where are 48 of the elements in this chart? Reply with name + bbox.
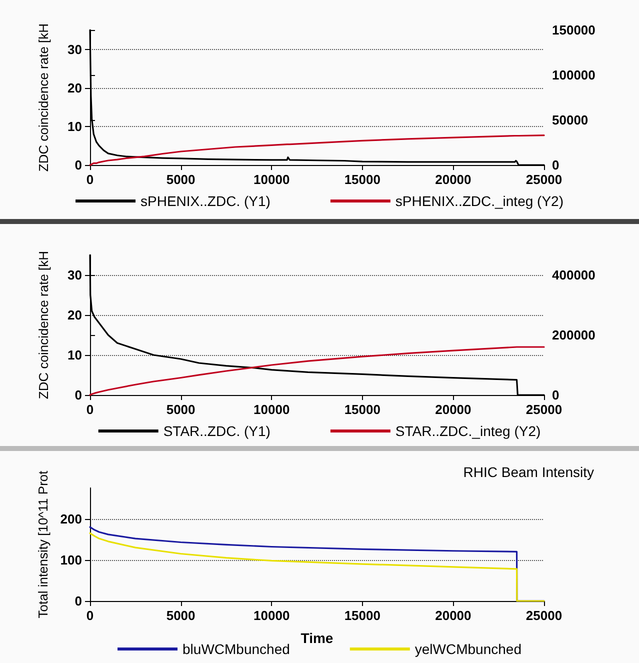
x-axis-title: Time: [300, 630, 334, 646]
y-axis-title: ZDC coincidence rate [kH: [36, 250, 51, 400]
x-tick-label: 20000: [435, 402, 472, 417]
y2-tick-label: 100000: [552, 68, 596, 82]
y-tick-label: 20: [68, 308, 82, 322]
y-tick-label: 10: [68, 348, 82, 362]
y2-tick-label: 0: [552, 158, 560, 172]
x-tick-label: 0: [86, 608, 94, 623]
y-tick-label: 30: [68, 268, 82, 282]
x-tick-label: 20000: [435, 608, 472, 623]
x-tick-label: 10000: [254, 402, 290, 417]
y-tick-label: 0: [74, 158, 82, 172]
x-tick-label: 15000: [344, 402, 380, 417]
legend-label: sPHENIX..ZDC. (Y1): [140, 193, 270, 209]
line-series: [89, 134, 545, 166]
x-tick-label: 15000: [344, 172, 380, 187]
x-tick-label: 25000: [526, 172, 562, 187]
x-tick-label: 15000: [344, 608, 380, 623]
legend-label: STAR..ZDC._integ (Y2): [395, 423, 541, 439]
y-axis-title: Total intensity [10^11 Prot: [35, 470, 50, 618]
chart-title: RHIC Beam Intensity: [463, 464, 594, 480]
legend-label: STAR..ZDC. (Y1): [163, 423, 270, 439]
x-tick-label: 5000: [166, 402, 196, 417]
y2-tick-label: 50000: [552, 112, 588, 128]
x-tick-label: 5000: [166, 608, 196, 623]
legend-label: bluWCMbunched: [182, 641, 290, 657]
y-tick-label: 20: [68, 80, 82, 96]
x-tick-label: 25000: [526, 402, 562, 417]
y2-tick-label: 0: [552, 388, 560, 402]
y2-tick-label: 150000: [552, 22, 596, 38]
y-axis-title: ZDC coincidence rate [kH: [36, 23, 51, 172]
y-tick-label: 100: [60, 552, 82, 568]
y2-tick-label: 400000: [552, 268, 596, 282]
x-tick-label: 5000: [166, 172, 196, 187]
x-tick-label: 25000: [526, 608, 562, 623]
x-tick-label: 0: [86, 172, 94, 187]
y-tick-label: 0: [74, 388, 82, 402]
x-tick-label: 10000: [254, 172, 290, 187]
x-tick-label: 20000: [435, 172, 472, 187]
legend-label: sPHENIX..ZDC._integ (Y2): [395, 193, 564, 209]
y-tick-label: 0: [74, 594, 82, 608]
legend-label: yelWCMbunched: [414, 641, 522, 657]
y-tick-label: 200: [60, 511, 82, 526]
x-tick-label: 10000: [254, 608, 290, 623]
y-tick-label: 10: [68, 118, 82, 134]
y2-tick-label: 200000: [552, 328, 596, 342]
y-tick-label: 30: [68, 42, 82, 57]
x-tick-label: 0: [86, 402, 94, 417]
